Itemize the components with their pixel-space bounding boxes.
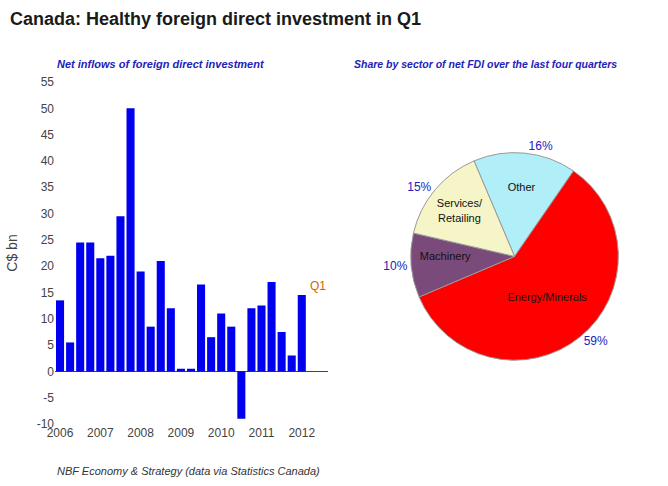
svg-text:20: 20 bbox=[41, 259, 55, 273]
svg-text:Other: Other bbox=[508, 181, 536, 193]
svg-text:2009: 2009 bbox=[168, 426, 195, 440]
svg-text:Share by sector of net FDI ove: Share by sector of net FDI over the last… bbox=[354, 58, 617, 70]
svg-text:NBF Economy & Strategy (data v: NBF Economy & Strategy (data via Statist… bbox=[57, 465, 320, 477]
svg-text:2010: 2010 bbox=[208, 426, 235, 440]
svg-text:30: 30 bbox=[41, 207, 55, 221]
svg-text:15%: 15% bbox=[407, 180, 431, 194]
svg-text:-5: -5 bbox=[43, 391, 54, 405]
svg-text:40: 40 bbox=[41, 154, 55, 168]
svg-text:45: 45 bbox=[41, 128, 55, 142]
svg-text:Machinery: Machinery bbox=[420, 250, 471, 262]
svg-text:59%: 59% bbox=[584, 334, 608, 348]
svg-text:Energy/Minerals: Energy/Minerals bbox=[507, 291, 587, 303]
svg-text:-10: -10 bbox=[37, 417, 55, 431]
svg-text:Net inflows of foreign direct: Net inflows of foreign direct investment bbox=[57, 58, 265, 70]
svg-text:10%: 10% bbox=[383, 259, 407, 273]
svg-text:5: 5 bbox=[47, 338, 54, 352]
svg-text:Services/Retailing: Services/Retailing bbox=[437, 197, 483, 223]
svg-text:Q1: Q1 bbox=[310, 279, 326, 293]
svg-text:2006: 2006 bbox=[47, 426, 74, 440]
svg-text:15: 15 bbox=[41, 286, 55, 300]
svg-text:2007: 2007 bbox=[87, 426, 114, 440]
svg-text:2012: 2012 bbox=[288, 426, 315, 440]
svg-text:Canada: Healthy foreign direct: Canada: Healthy foreign direct investmen… bbox=[10, 9, 421, 29]
svg-text:55: 55 bbox=[41, 75, 55, 89]
svg-text:C$ bn: C$ bn bbox=[4, 234, 20, 271]
svg-text:35: 35 bbox=[41, 180, 55, 194]
svg-text:50: 50 bbox=[41, 102, 55, 116]
svg-text:0: 0 bbox=[47, 365, 54, 379]
svg-text:2008: 2008 bbox=[127, 426, 154, 440]
svg-text:2011: 2011 bbox=[249, 426, 275, 440]
svg-text:10: 10 bbox=[41, 312, 55, 326]
svg-text:25: 25 bbox=[41, 233, 55, 247]
svg-text:16%: 16% bbox=[529, 139, 553, 153]
